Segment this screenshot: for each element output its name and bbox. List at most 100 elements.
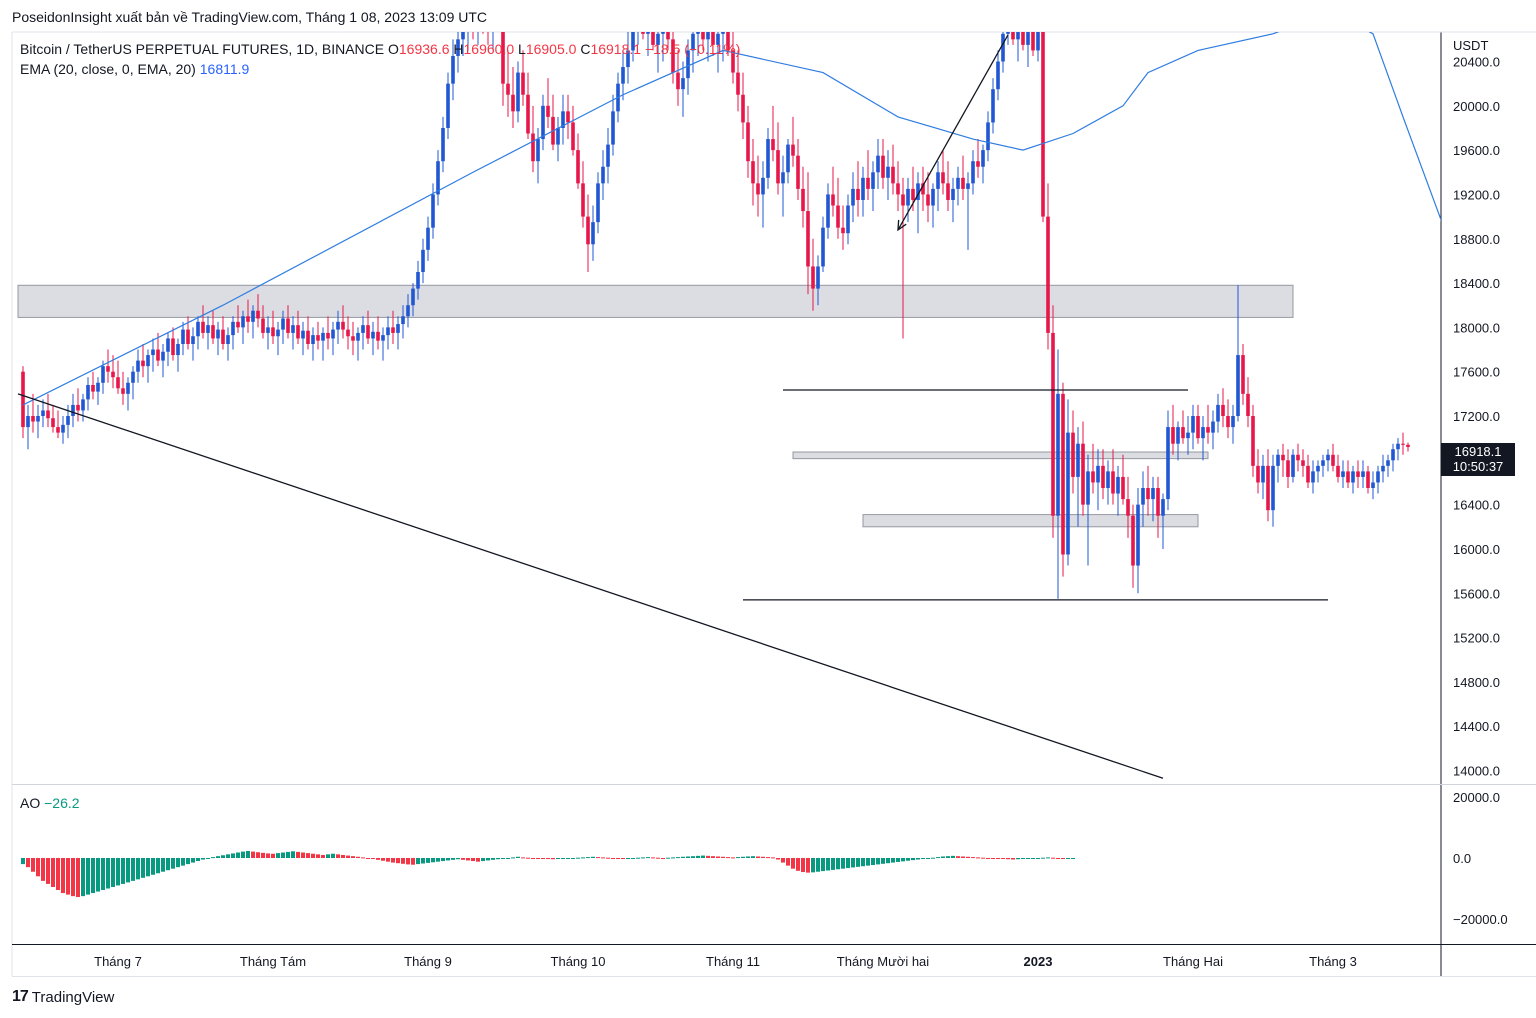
candle-body [671,39,675,73]
drawings-layer [17,34,1328,779]
high-value: 16960.0 [463,41,515,57]
candle-body [1126,499,1130,516]
candle-body [1206,427,1210,433]
ao-tick-label: −20000.0 [1453,912,1508,927]
ao-bar [876,858,880,865]
candle-body [636,17,640,28]
candle-body [1331,454,1335,466]
candle-body [226,335,230,344]
ao-bar [306,853,310,858]
candle-body [436,161,440,195]
candle-body [766,139,770,178]
candle-body [196,321,200,337]
candle-body [941,172,945,184]
candle-body [651,32,655,45]
time-tick-label: Tháng Mười hai [837,954,929,969]
candle-body [476,12,480,23]
candle-body [901,194,905,206]
candle-body [181,329,185,344]
candle-body [966,183,970,189]
candle-body [881,155,885,178]
ao-bar [601,857,605,859]
ao-bar [51,858,55,887]
candle-body [1246,393,1250,416]
ao-bar [361,857,365,859]
candle-body [1156,488,1160,516]
ao-bar [656,857,660,859]
ao-bar [71,858,75,897]
ao-bar [526,857,530,859]
ao-bar [816,858,820,872]
price-tick-label: 16000.0 [1453,542,1500,557]
candle-body [451,55,455,84]
candle-body [1121,476,1125,500]
candle-body [1361,471,1365,477]
time-axis: Tháng 7 Tháng Tám Tháng 9 Tháng 10 Tháng 11 T… [94,954,1357,969]
ao-bar [1051,857,1055,859]
ao-bar [156,858,160,874]
ao-bar [626,858,630,859]
candle-body [931,188,935,206]
symbol-legend[interactable]: Bitcoin / TetherUS PERPETUAL FUTURES, 1D… [20,41,740,57]
ao-bar [1026,858,1030,859]
time-tick-label: Tháng 9 [404,954,452,969]
candle-body [696,32,700,34]
candle-body [1306,465,1310,483]
candle-body [776,150,780,184]
ao-bar [311,853,315,858]
ao-bar [416,858,420,865]
candle-body [216,329,220,339]
candle-body [481,12,485,18]
ao-bar [121,858,125,884]
candle-body [611,111,615,145]
ao-legend[interactable]: AO −26.2 [20,795,80,811]
tradingview-logo[interactable]: 17 TradingView [12,988,114,1006]
candle-body [241,316,245,328]
candle-body [1016,32,1020,40]
candle-body [946,183,950,200]
ao-bar [411,858,415,865]
candle-body [1036,32,1040,51]
ao-bar [846,858,850,869]
ao-bar [696,855,700,858]
candle-body [921,183,925,195]
candle-body [161,351,165,361]
candle-body [1011,32,1015,40]
candle-body [1151,488,1155,500]
candle-body [326,332,330,339]
ao-bar [176,858,180,868]
candle-body [576,150,580,184]
ema-legend[interactable]: EMA (20, close, 0, EMA, 20) 16811.9 [20,61,249,77]
candle-body [51,418,55,428]
ao-bar [181,858,185,866]
candle-body [1376,471,1380,483]
candle-body [316,335,320,341]
ao-bar [126,858,130,883]
ao-bar [781,858,785,863]
candle-body [816,266,820,289]
ao-bar [381,858,385,861]
candle-body [1141,488,1145,505]
candle-body [1006,32,1010,34]
ao-bar [726,857,730,859]
chart-frame [11,31,1536,977]
ao-bar [811,858,815,873]
candle-body [831,194,835,206]
candle-body [1166,427,1170,500]
candle-body [1281,454,1285,461]
ao-tick-label: 20000.0 [1453,790,1500,805]
candle-body [471,17,475,23]
candle-body [381,335,385,341]
candle-body [641,32,645,34]
candle-body [281,318,285,330]
candle-body [661,32,665,34]
candle-body [621,67,625,84]
candle-body [1251,416,1255,466]
candle-body [786,144,790,173]
candle-body [981,150,985,167]
ao-bar [841,858,845,869]
candle-body [1371,482,1375,489]
ao-bar [441,858,445,862]
ao-bar [756,856,760,858]
